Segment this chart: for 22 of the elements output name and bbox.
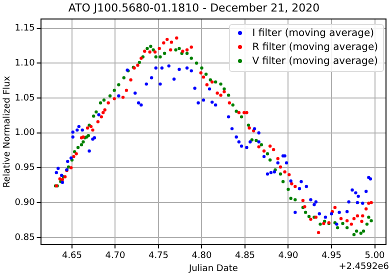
x-tick-label: 4.70 — [105, 251, 126, 262]
x-tick-label: 4.95 — [321, 251, 342, 262]
text: +2.4592e6 — [338, 262, 390, 272]
x-tick-label: 4.75 — [148, 251, 169, 262]
y-tick-label: 1.05 — [14, 93, 35, 104]
y-tick-label: 0.95 — [14, 163, 35, 174]
x-axis-title: Julian Date — [188, 264, 238, 274]
legend-label: I filter (moving average) — [251, 27, 375, 41]
y-tick-label: 1.00 — [14, 128, 36, 138]
legend-label: R filter (moving average) — [251, 41, 378, 55]
legend-label: V filter (moving average) — [251, 55, 378, 69]
y-tick-label: 1.15 — [14, 24, 35, 34]
x-tick-label: 5.00 — [364, 251, 386, 262]
x-tick-label: 4.80 — [192, 251, 212, 262]
x-tick-label: 4.90 — [278, 251, 299, 262]
x-tick-label: 4.85 — [234, 251, 256, 262]
y-tick-label: 0.85 — [14, 232, 35, 243]
y-tick-label: 1.10 — [14, 58, 36, 68]
y-axis-title: Relative Normalized Flux — [2, 75, 13, 188]
y-tick-label: 0.90 — [14, 198, 36, 208]
x-tick-label: 4.65 — [62, 251, 82, 262]
chart-title: ATO J100.5680-01.1810 - December 21, 2020 — [68, 1, 320, 14]
